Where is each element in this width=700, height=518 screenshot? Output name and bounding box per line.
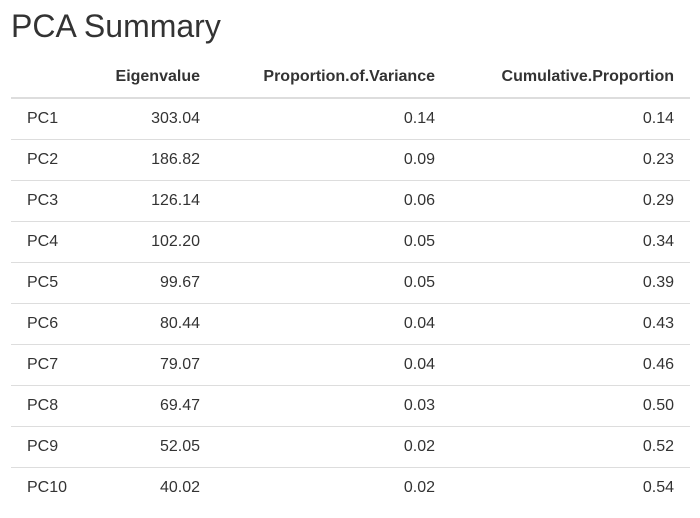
row-label: PC10 xyxy=(11,467,91,508)
row-label: PC5 xyxy=(11,262,91,304)
header-cumulative-proportion: Cumulative.Proportion xyxy=(451,56,690,99)
header-proportion-of-variance: Proportion.of.Variance xyxy=(216,56,451,99)
proportion-cell: 0.06 xyxy=(216,180,451,222)
cumulative-cell: 0.43 xyxy=(451,303,690,345)
table-row: PC3 126.14 0.06 0.29 xyxy=(11,180,690,222)
eigenvalue-cell: 303.04 xyxy=(151,110,200,127)
pca-summary-table: Eigenvalue Proportion.of.Variance Cumula… xyxy=(11,56,690,508)
table-row: PC2 186.82 0.09 0.23 xyxy=(11,139,690,181)
cumulative-cell: 0.29 xyxy=(451,180,690,222)
proportion-cell: 0.02 xyxy=(216,467,451,508)
eigenvalue-cell: 79.07 xyxy=(91,344,216,386)
table-row: PC6 80.44 0.04 0.43 xyxy=(11,303,690,345)
proportion-cell: 0.09 xyxy=(216,139,451,181)
cumulative-cell: 0.39 xyxy=(451,262,690,304)
cumulative-cell: 0.50 xyxy=(451,385,690,427)
proportion-cell: 0.04 xyxy=(216,344,451,386)
eigenvalue-cell: 126.14 xyxy=(91,180,216,222)
table-row: PC1 303.04 0.14 0.14 xyxy=(11,98,690,140)
cumulative-cell: 0.34 xyxy=(451,221,690,263)
cumulative-cell: 0.46 xyxy=(451,344,690,386)
table-row: PC8 69.47 0.03 0.50 xyxy=(11,385,690,427)
cumulative-cell: 0.54 xyxy=(451,467,690,508)
eigenvalue-cell: 186.82 xyxy=(91,139,216,181)
row-label: PC9 xyxy=(11,426,91,468)
eigenvalue-cell: 102.20 xyxy=(91,221,216,263)
row-label: PC6 xyxy=(11,303,91,345)
eigenvalue-cell: 69.47 xyxy=(91,385,216,427)
page-title: PCA Summary xyxy=(11,8,221,44)
table-row: PC9 52.05 0.02 0.52 xyxy=(11,426,690,468)
header-eigenvalue: Eigenvalue xyxy=(91,56,216,99)
header-row: Eigenvalue Proportion.of.Variance Cumula… xyxy=(11,56,690,99)
proportion-cell: 0.05 xyxy=(216,262,451,304)
row-label: PC3 xyxy=(11,180,91,222)
proportion-cell: 0.14 xyxy=(403,110,435,127)
eigenvalue-cell: 52.05 xyxy=(91,426,216,468)
proportion-cell: 0.02 xyxy=(216,426,451,468)
cumulative-cell: 0.14 xyxy=(642,110,674,127)
header-row-label xyxy=(11,56,91,99)
row-label: PC1 xyxy=(27,110,59,127)
row-label: PC4 xyxy=(11,221,91,263)
table-row: PC10 40.02 0.02 0.54 xyxy=(11,467,690,508)
proportion-cell: 0.03 xyxy=(216,385,451,427)
cumulative-cell: 0.23 xyxy=(451,139,690,181)
table-header: Eigenvalue Proportion.of.Variance Cumula… xyxy=(11,56,690,99)
eigenvalue-cell: 80.44 xyxy=(91,303,216,345)
table-row: PC7 79.07 0.04 0.46 xyxy=(11,344,690,386)
row-label: PC8 xyxy=(11,385,91,427)
row-label: PC7 xyxy=(11,344,91,386)
eigenvalue-cell: 99.67 xyxy=(91,262,216,304)
cumulative-cell: 0.52 xyxy=(451,426,690,468)
proportion-cell: 0.05 xyxy=(216,221,451,263)
table-row: PC5 99.67 0.05 0.39 xyxy=(11,262,690,304)
row-label: PC2 xyxy=(11,139,91,181)
table-body: PC1 303.04 0.14 0.14 PC2 186.82 0.09 0.2… xyxy=(11,98,690,508)
proportion-cell: 0.04 xyxy=(216,303,451,345)
eigenvalue-cell: 40.02 xyxy=(91,467,216,508)
table-row: PC4 102.20 0.05 0.34 xyxy=(11,221,690,263)
